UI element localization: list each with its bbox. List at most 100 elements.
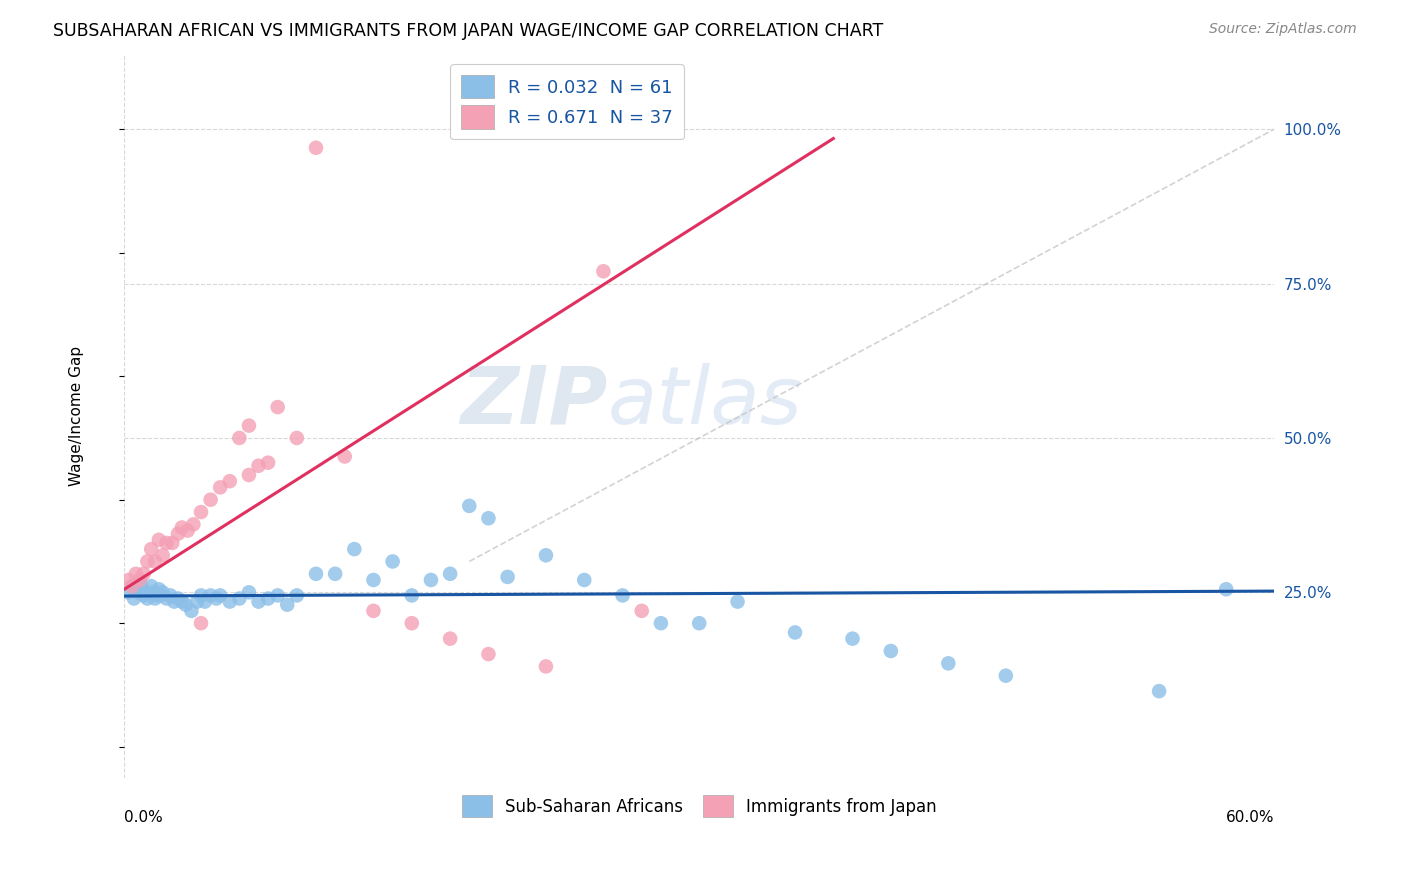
Point [128, 573, 150, 587]
Point [420, 573, 443, 587]
Point [439, 566, 461, 581]
Point [305, 141, 328, 155]
Point [218, 594, 240, 608]
Point [186, 594, 208, 608]
Point [276, 598, 298, 612]
Point [143, 554, 166, 568]
Point [323, 566, 346, 581]
Point [209, 480, 232, 494]
Point [152, 585, 174, 599]
Point [170, 520, 193, 534]
Point [200, 589, 222, 603]
Point [159, 589, 181, 603]
Text: SUBSAHARAN AFRICAN VS IMMIGRANTS FROM JAPAN WAGE/INCOME GAP CORRELATION CHART: SUBSAHARAN AFRICAN VS IMMIGRANTS FROM JA… [53, 22, 884, 40]
Point [148, 533, 170, 547]
Text: ZIP: ZIP [460, 363, 607, 441]
Point [880, 644, 903, 658]
Point [592, 264, 614, 278]
Point [152, 549, 174, 563]
Point [477, 511, 499, 525]
Point [134, 585, 156, 599]
Point [176, 524, 198, 538]
Text: Source: ZipAtlas.com: Source: ZipAtlas.com [1209, 22, 1357, 37]
Point [727, 594, 749, 608]
Point [228, 591, 250, 606]
Point [141, 579, 163, 593]
Point [266, 589, 288, 603]
Point [936, 657, 959, 671]
Point [162, 536, 184, 550]
Point [688, 616, 710, 631]
Point [121, 579, 143, 593]
Point [136, 591, 159, 606]
Point [209, 589, 232, 603]
Point [363, 573, 385, 587]
Point [238, 585, 260, 599]
Point [257, 591, 280, 606]
Point [205, 591, 228, 606]
Text: 60.0%: 60.0% [1226, 810, 1274, 825]
Point [630, 604, 652, 618]
Point [125, 566, 148, 581]
Point [1215, 582, 1237, 597]
Point [363, 604, 385, 618]
Point [333, 450, 356, 464]
Legend: Sub-Saharan Africans, Immigrants from Japan: Sub-Saharan Africans, Immigrants from Ja… [456, 789, 943, 823]
Point [401, 589, 423, 603]
Point [612, 589, 634, 603]
Point [534, 549, 557, 563]
Point [574, 573, 596, 587]
Point [285, 431, 308, 445]
Point [148, 582, 170, 597]
Point [163, 594, 186, 608]
Point [141, 542, 163, 557]
Point [149, 589, 172, 603]
Point [305, 566, 328, 581]
Point [238, 468, 260, 483]
Point [155, 591, 177, 606]
Point [401, 616, 423, 631]
Point [136, 554, 159, 568]
Point [285, 589, 308, 603]
Point [121, 579, 143, 593]
Point [650, 616, 672, 631]
Point [238, 418, 260, 433]
Point [783, 625, 806, 640]
Point [343, 542, 366, 557]
Point [122, 591, 145, 606]
Point [143, 591, 166, 606]
Point [257, 456, 280, 470]
Point [228, 431, 250, 445]
Point [128, 573, 150, 587]
Text: Wage/Income Gap: Wage/Income Gap [69, 346, 84, 486]
Point [381, 554, 404, 568]
Point [247, 594, 270, 608]
Point [200, 492, 222, 507]
Point [439, 632, 461, 646]
Point [266, 400, 288, 414]
Point [496, 570, 519, 584]
Point [132, 589, 155, 603]
Point [190, 505, 212, 519]
Point [167, 591, 190, 606]
Text: atlas: atlas [607, 363, 801, 441]
Point [131, 579, 153, 593]
Point [132, 566, 155, 581]
Point [183, 517, 205, 532]
Point [142, 585, 165, 599]
Point [170, 594, 193, 608]
Point [180, 604, 202, 618]
Point [117, 585, 139, 599]
Point [127, 585, 149, 599]
Point [534, 659, 557, 673]
Point [167, 526, 190, 541]
Point [155, 536, 177, 550]
Point [247, 458, 270, 473]
Point [218, 474, 240, 488]
Text: 0.0%: 0.0% [124, 810, 163, 825]
Point [1147, 684, 1170, 698]
Point [458, 499, 481, 513]
Point [841, 632, 863, 646]
Point [194, 594, 217, 608]
Point [994, 669, 1017, 683]
